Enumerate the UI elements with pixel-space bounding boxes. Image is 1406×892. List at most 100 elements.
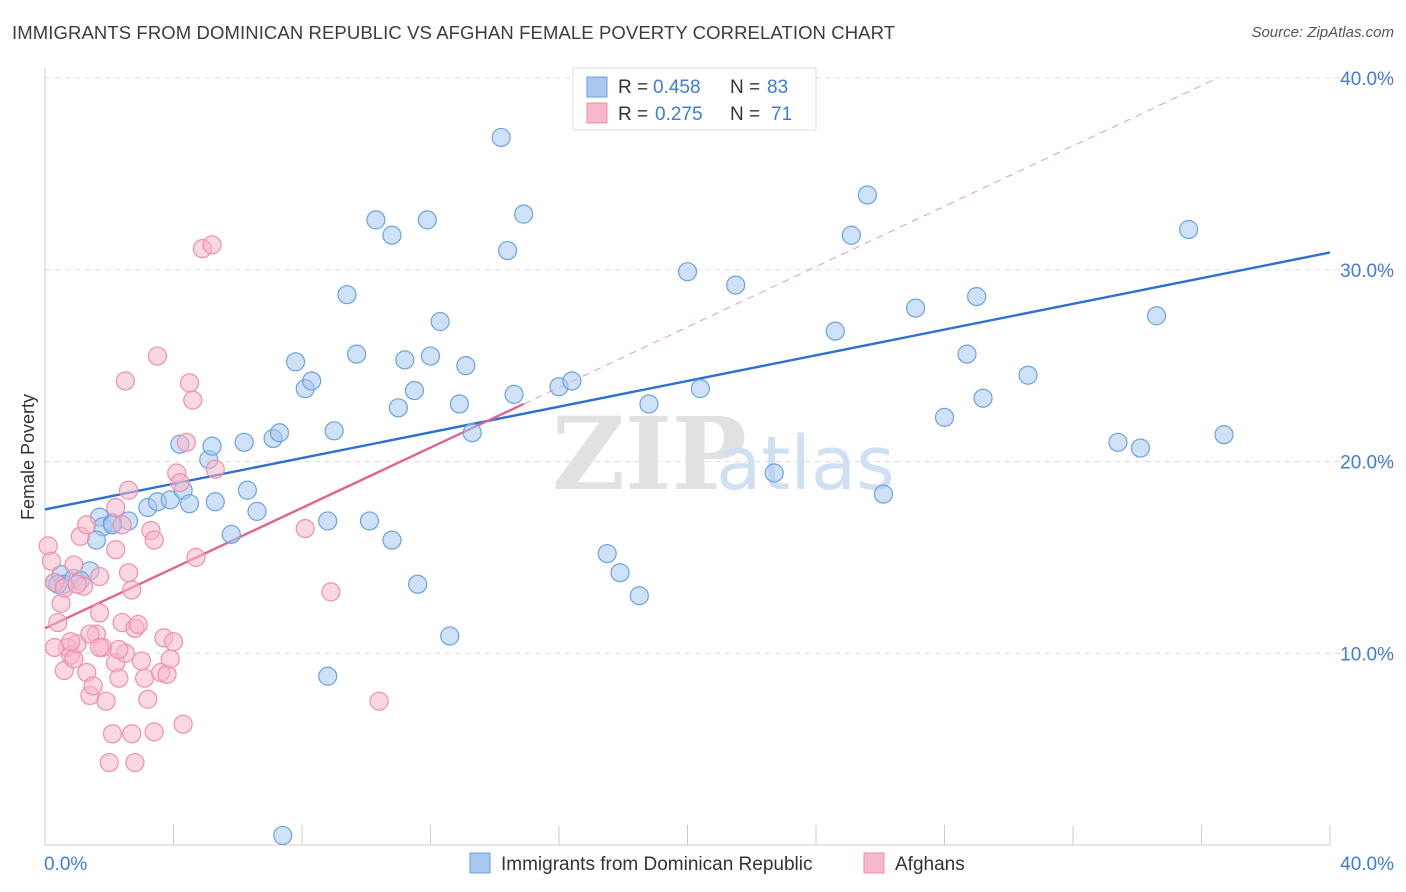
point-dominican (449, 394, 470, 414)
point-dominican (857, 185, 878, 205)
point-dominican (408, 574, 428, 594)
point-dominican (1179, 219, 1199, 240)
point-afghans (64, 555, 84, 575)
legend-top-frame (572, 67, 817, 131)
point-dominican (610, 563, 630, 583)
watermark-zip: ZIP (552, 395, 747, 513)
point-afghans (131, 651, 151, 671)
point-afghans (112, 515, 132, 535)
point-dominican (366, 210, 386, 230)
point-afghans (118, 480, 139, 500)
point-afghans (144, 530, 164, 550)
point-dominican (440, 626, 460, 646)
point-afghans (106, 497, 126, 518)
point-afghans (48, 612, 68, 633)
point-dominican (417, 210, 437, 230)
point-dominican (764, 463, 784, 483)
legend-n-value-1: 83 (767, 77, 788, 98)
y-axis-label: Female Poverty (18, 394, 38, 520)
point-afghans (202, 235, 222, 255)
point-dominican (221, 524, 241, 544)
point-dominican (639, 394, 659, 414)
point-afghans (186, 547, 206, 567)
y-tick-label: 20.0% (1340, 453, 1394, 474)
legend-r-label-1: R = (618, 77, 648, 98)
legend-n-label-2: N = (730, 104, 760, 125)
point-afghans (147, 346, 168, 366)
point-dominican (491, 127, 511, 148)
point-dominican (420, 346, 441, 366)
chart-title: IMMIGRANTS FROM DOMINICAN REPUBLIC VS AF… (12, 22, 896, 43)
point-afghans (163, 632, 184, 652)
point-dominican (1146, 306, 1167, 326)
point-afghans (90, 637, 110, 658)
point-dominican (318, 666, 338, 686)
point-dominican (160, 490, 180, 510)
point-dominican (498, 240, 518, 261)
bottom-legend-label-afghans: Afghans (895, 854, 965, 875)
point-afghans (173, 714, 193, 734)
trend-extension-afghans (523, 77, 1218, 405)
point-dominican (841, 225, 861, 245)
point-dominican (905, 298, 926, 318)
point-dominican (973, 388, 993, 408)
point-dominican (388, 398, 408, 418)
bottom-legend-swatch-afghans (863, 852, 885, 874)
legend-top: R = 0.458 N = 83 R = 0.275 N = 71 (572, 67, 817, 131)
point-afghans (160, 649, 180, 669)
legend-swatch-dominican (586, 76, 608, 98)
legend-r-value-1: 0.458 (653, 77, 701, 98)
trend-line-dominican (44, 251, 1331, 511)
point-dominican (825, 321, 845, 341)
watermark: ZIP atlas (552, 395, 895, 513)
point-afghans (99, 752, 119, 773)
point-dominican (957, 344, 977, 364)
point-dominican (873, 484, 894, 504)
trend-layer (44, 77, 1331, 630)
point-afghans (90, 566, 110, 587)
y-tick-label: 10.0% (1340, 644, 1394, 665)
y-tick-label: 40.0% (1340, 69, 1394, 90)
point-dominican (726, 275, 746, 295)
point-dominican (677, 262, 698, 282)
point-afghans (115, 371, 135, 391)
y-tick-label: 30.0% (1340, 261, 1394, 282)
point-dominican (179, 494, 200, 514)
point-dominican (934, 407, 955, 427)
point-afghans (106, 540, 126, 560)
point-dominican (1214, 425, 1234, 445)
point-dominican (86, 530, 107, 550)
point-dominican (967, 286, 987, 307)
point-dominican (302, 371, 322, 391)
point-afghans (61, 632, 81, 652)
point-afghans (205, 459, 225, 479)
point-afghans (183, 390, 203, 410)
bottom-legend-swatch-dominican (469, 852, 491, 874)
point-dominican (395, 350, 415, 370)
point-afghans (138, 689, 158, 709)
point-afghans (144, 722, 164, 742)
point-dominican (456, 356, 476, 376)
x-tick-label-max: 40.0% (1340, 854, 1394, 875)
point-afghans (179, 373, 200, 393)
point-afghans (109, 639, 129, 660)
legend-r-label-2: R = (618, 104, 648, 125)
point-afghans (96, 691, 116, 711)
grid-layer (45, 77, 1390, 654)
point-dominican (690, 379, 710, 399)
point-dominican (382, 225, 402, 245)
point-afghans (45, 637, 65, 658)
point-dominican (347, 344, 367, 364)
point-dominican (562, 371, 582, 391)
point-dominican (359, 511, 380, 531)
point-afghans (102, 724, 123, 744)
point-dominican (382, 530, 402, 550)
point-dominican (597, 543, 617, 564)
point-dominican (237, 480, 257, 500)
point-dominican (273, 825, 293, 846)
point-dominican (234, 432, 254, 452)
point-afghans (83, 676, 103, 696)
point-dominican (269, 423, 290, 443)
point-afghans (369, 691, 389, 711)
